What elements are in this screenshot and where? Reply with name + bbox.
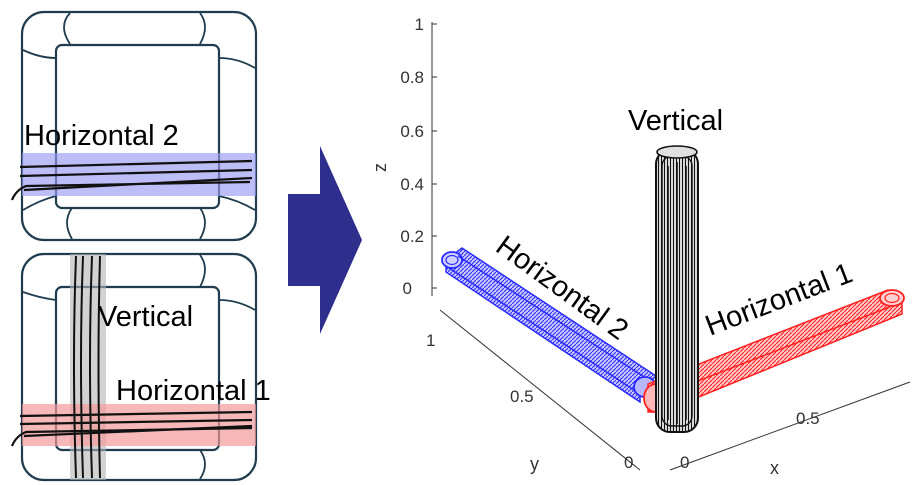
- 3d-plot: 0 0.2 0.4 0.6 0.8 1 z 0 0.5 1 y 0 0.5 x: [370, 15, 910, 478]
- x-axis-label: x: [770, 458, 779, 478]
- horizontal-2-label-left: Horizontal 2: [24, 120, 179, 152]
- x-tick-label: 0: [680, 453, 689, 472]
- z-tick-label: 0: [403, 279, 412, 298]
- vertical-label-left: Vertical: [98, 301, 193, 333]
- right-arrow-icon: [288, 146, 362, 334]
- y-tick-label: 0.5: [510, 387, 534, 406]
- horizontal-1-label-left: Horizontal 1: [116, 375, 271, 407]
- z-tick-label: 0.8: [400, 68, 424, 87]
- y-axis-label: y: [530, 454, 539, 474]
- vertical-coil: [656, 146, 698, 432]
- x-tick-label: 0.5: [796, 409, 820, 428]
- z-tick-label: 0.2: [400, 227, 424, 246]
- y-tick-label: 1: [426, 331, 435, 350]
- vertical-label-3d: Vertical: [628, 105, 723, 137]
- horizontal-1-band: [22, 404, 256, 446]
- bottom-core-diagram: Vertical Horizontal 1: [12, 254, 271, 480]
- x-axis-line: [670, 382, 910, 470]
- y-tick-label: 0: [624, 453, 633, 472]
- z-tick-label: 0.6: [400, 122, 424, 141]
- z-axis-label: z: [370, 163, 390, 172]
- z-tick-label: 0.4: [400, 175, 424, 194]
- z-tick-label: 1: [415, 15, 424, 34]
- top-core-diagram: Horizontal 2: [12, 12, 256, 240]
